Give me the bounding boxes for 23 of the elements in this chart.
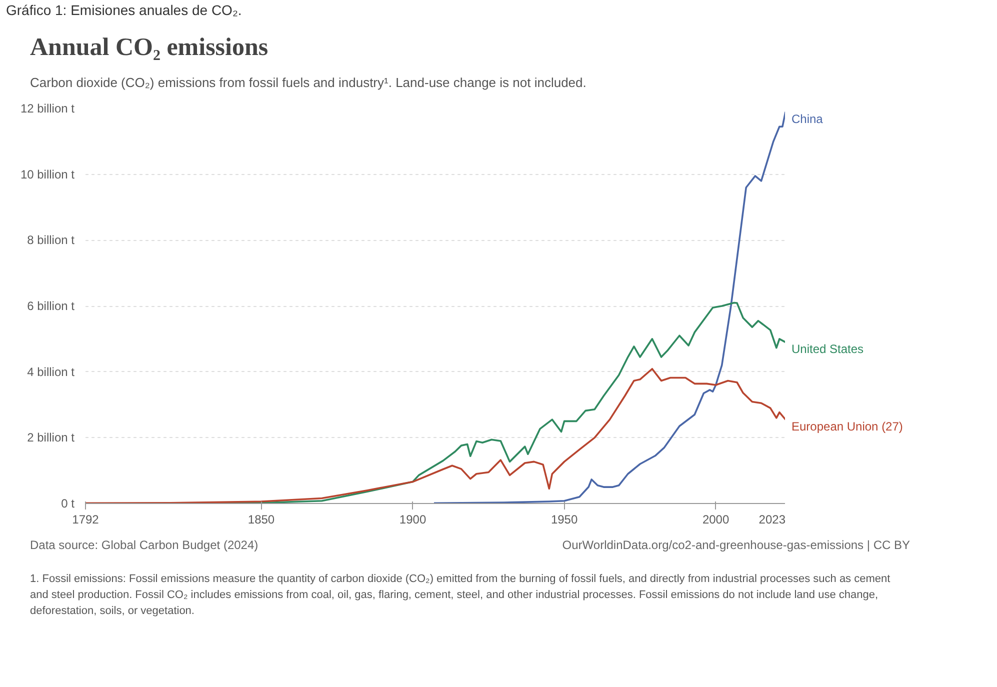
source-note: Data source: Global Carbon Budget (2024) [30,537,258,554]
chart-subtitle: Carbon dioxide (CO₂) emissions from fossil fuels and industry¹. Land-use change is not included. [30,74,586,92]
chart-title: Annual CO₂ emissions [30,33,268,63]
y-tick-label: 2 billion t [27,430,76,445]
x-tick-label: 1900 [399,512,426,527]
y-tick-label: 12 billion t [20,102,76,116]
text: OurWorldinData.org/co2-and-greenhouse-gas-emissions | CC BY [562,537,910,554]
x-tick-label: 2000 [702,512,730,527]
series-label: European Union (27) [792,420,903,434]
x-tick-label: 1950 [550,512,578,527]
x-tick-label: 1850 [248,512,275,527]
y-tick-label: 0 t [61,496,76,511]
y-tick-label: 8 billion t [27,233,76,248]
y-tick-label: 4 billion t [27,365,76,380]
text: 1. Fossil emissions: Fossil emissions measure the quantity of carbon dioxide (CO₂) emitted from the burning of fossil fuels, and directly from industrial processes such as cement and steel production. Fossil CO₂ includes emissions from coal, oil, gas, flaring, cement, steel, and other industrial processes. Fossil emissions do not include land use change, deforestation, soils, or vegetation. [30,572,892,619]
text: Gráfico 1: Emisiones anuales de CO₂. [6,1,242,20]
y-tick-label: 10 billion t [20,168,76,182]
series-label: United States [792,342,864,356]
line-series [433,111,785,504]
x-tick-label: 1792 [72,512,100,527]
y-tick-label: 6 billion t [27,299,76,314]
series-label: China [792,112,824,126]
x-tick-label: 2023 [758,512,786,527]
